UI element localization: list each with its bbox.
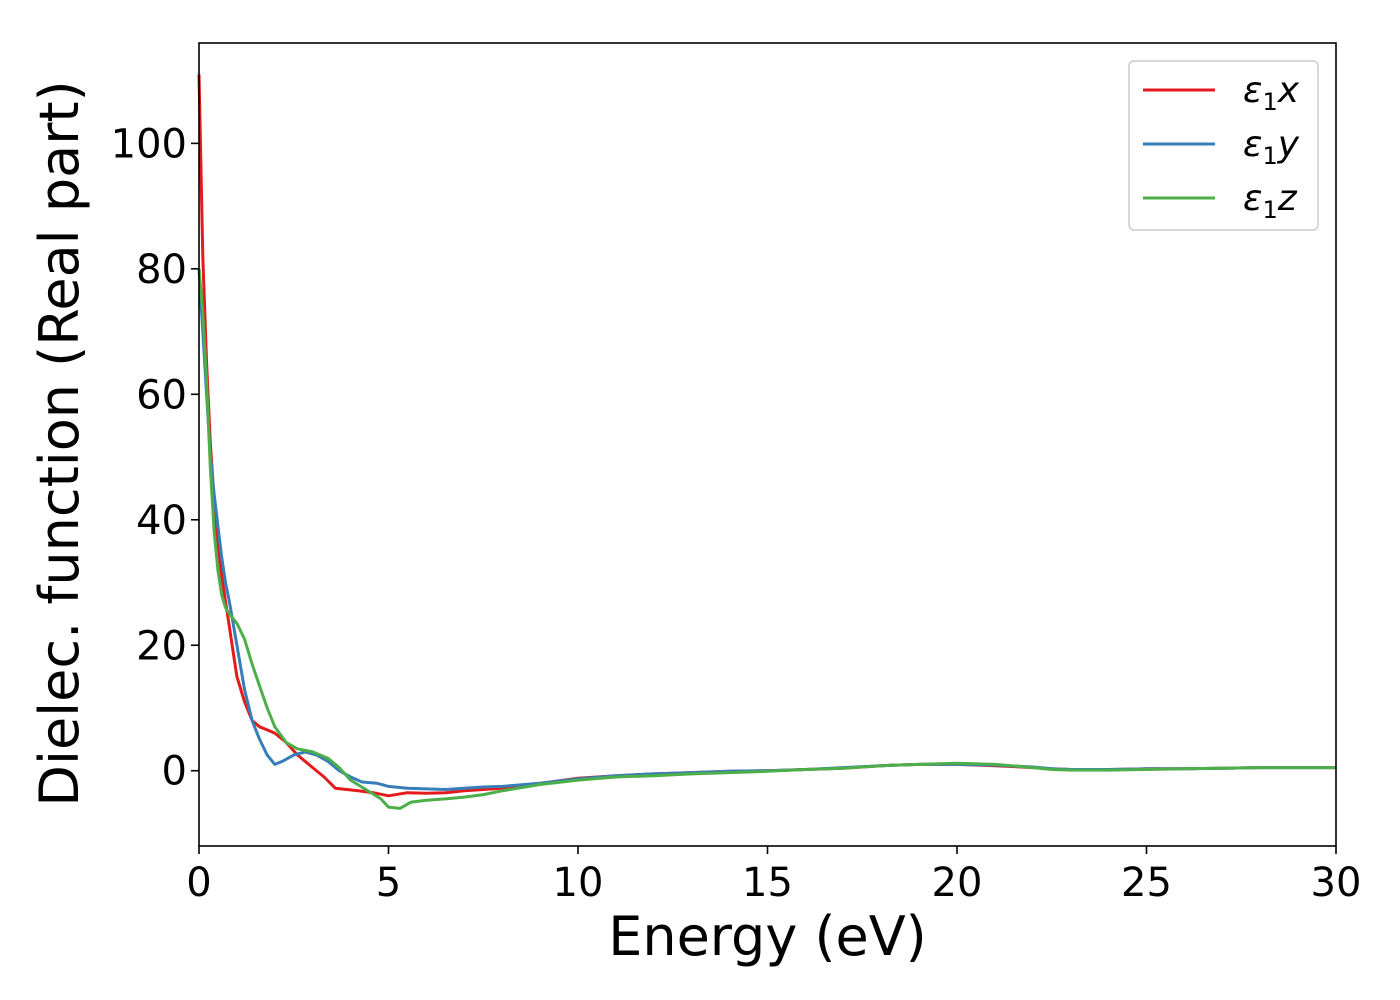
y-tick-label: 0 [162,749,187,795]
series-line-z [197,268,1336,810]
axis-ticks: 0 5 10 15 20 25 30 0 20 40 60 80 100 [111,121,1362,906]
legend-box [1128,60,1319,231]
y-tick-label: 100 [111,121,187,167]
y-axis-label: Dielec. function (Real part) [28,80,91,806]
x-tick-label: 30 [1311,860,1362,906]
x-tick-label: 20 [932,860,983,906]
x-tick-label: 5 [376,860,401,906]
y-tick-label: 40 [136,498,187,544]
series-line-y [197,268,1336,791]
plot-lines [197,74,1336,810]
y-tick-label: 80 [136,247,187,293]
x-tick-label: 0 [186,860,211,906]
legend-label-x: ε1x [1243,70,1300,116]
x-tick-label: 25 [1121,860,1172,906]
x-axis-label: Energy (eV) [608,905,927,968]
y-tick-label: 20 [136,623,187,669]
legend: ε1x ε1y ε1z [1128,60,1319,231]
y-tick-label: 60 [136,372,187,418]
legend-label-y: ε1y [1243,124,1300,170]
legend-label-z: ε1z [1243,178,1298,224]
x-tick-label: 15 [742,860,793,906]
x-tick-label: 10 [553,860,604,906]
plot-frame [198,42,1337,847]
